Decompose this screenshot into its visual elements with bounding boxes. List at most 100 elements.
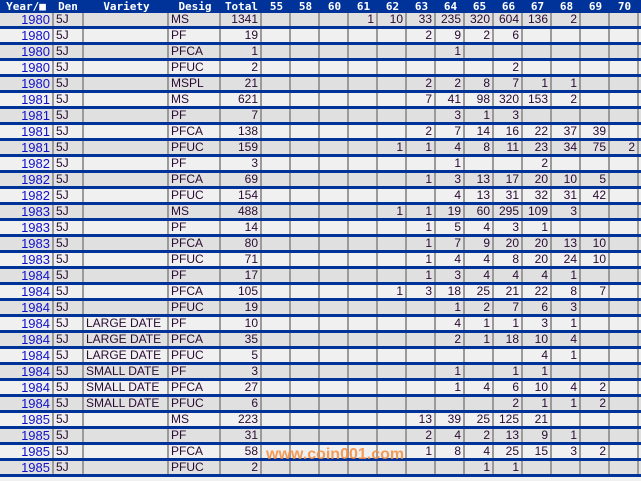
year-link[interactable]: 1984 — [21, 300, 50, 315]
count-cell-66: 125 — [494, 413, 523, 426]
count-cell-55 — [262, 157, 291, 170]
column-header-66[interactable]: 66 — [501, 0, 516, 13]
variety-cell — [84, 189, 169, 202]
year-link[interactable]: 1985 — [21, 412, 50, 427]
year-link[interactable]: 1983 — [21, 252, 50, 267]
year-link[interactable]: 1982 — [21, 172, 50, 187]
total-cell: 58 — [221, 445, 262, 458]
count-cell-65: 1 — [465, 333, 494, 346]
count-cell-61 — [349, 397, 378, 410]
column-header-62[interactable]: 62 — [385, 0, 400, 13]
variety-cell — [84, 141, 169, 154]
column-header-den[interactable]: Den — [58, 0, 78, 13]
year-link[interactable]: 1985 — [21, 444, 50, 459]
count-cell-68: 3 — [552, 301, 581, 314]
year-link[interactable]: 1984 — [21, 332, 50, 347]
year-link[interactable]: 1980 — [21, 60, 50, 75]
year-link[interactable]: 1984 — [21, 284, 50, 299]
column-header-61[interactable]: 61 — [356, 0, 371, 13]
count-cell-66: 13 — [494, 429, 523, 442]
count-cell-67: 1 — [523, 221, 552, 234]
column-header-67[interactable]: 67 — [530, 0, 545, 13]
column-header-64[interactable]: 64 — [443, 0, 458, 13]
count-cell-60 — [320, 77, 349, 90]
column-header-63[interactable]: 63 — [414, 0, 429, 13]
desig-cell: PFUC — [169, 349, 221, 362]
year-link[interactable]: 1980 — [21, 28, 50, 43]
column-header-69[interactable]: 69 — [588, 0, 603, 13]
count-cell-55 — [262, 61, 291, 74]
year-link[interactable]: 1983 — [21, 220, 50, 235]
year-link[interactable]: 1984 — [21, 364, 50, 379]
count-cell-70 — [610, 205, 639, 218]
count-cell-61 — [349, 45, 378, 58]
year-link[interactable]: 1984 — [21, 348, 50, 363]
variety-cell: SMALL DATE — [84, 397, 169, 410]
count-cell-70 — [610, 349, 639, 362]
column-header-58[interactable]: 58 — [298, 0, 313, 13]
year-link[interactable]: 1983 — [21, 204, 50, 219]
year-link[interactable]: 1984 — [21, 268, 50, 283]
count-cell-65: 4 — [465, 445, 494, 458]
count-cell-69: 2 — [581, 381, 610, 394]
count-cell-61 — [349, 205, 378, 218]
year-link[interactable]: 1980 — [21, 12, 50, 27]
count-cell-70 — [610, 397, 639, 410]
column-header-year[interactable]: Year/■ — [6, 0, 46, 13]
variety-cell — [84, 157, 169, 170]
column-header-desig[interactable]: Desig — [178, 0, 212, 13]
count-cell-63: 7 — [407, 93, 436, 106]
count-cell-64: 4 — [436, 253, 465, 266]
den-cell: 5J — [52, 173, 84, 186]
year-link[interactable]: 1981 — [21, 124, 50, 139]
count-cell-61 — [349, 333, 378, 346]
column-header-variety[interactable]: Variety — [103, 0, 150, 13]
count-cell-63: 1 — [407, 221, 436, 234]
year-link[interactable]: 1980 — [21, 76, 50, 91]
count-cell-67: 32 — [523, 189, 552, 202]
count-cell-67: 2 — [523, 157, 552, 170]
count-cell-65: 4 — [465, 221, 494, 234]
year-link[interactable]: 1981 — [21, 108, 50, 123]
column-header-60[interactable]: 60 — [327, 0, 342, 13]
count-cell-55 — [262, 317, 291, 330]
year-link[interactable]: 1985 — [21, 460, 50, 475]
column-header-65[interactable]: 65 — [472, 0, 487, 13]
column-header-total[interactable]: Total — [224, 0, 259, 13]
year-link[interactable]: 1984 — [21, 396, 50, 411]
count-cell-61 — [349, 157, 378, 170]
count-cell-61 — [349, 349, 378, 362]
year-link[interactable]: 1981 — [21, 140, 50, 155]
count-cell-58 — [291, 125, 320, 138]
count-cell-65: 1 — [465, 109, 494, 122]
year-link[interactable]: 1984 — [21, 316, 50, 331]
year-link[interactable]: 1983 — [21, 236, 50, 251]
count-cell-63: 1 — [407, 237, 436, 250]
column-header-70[interactable]: 70 — [617, 0, 632, 13]
count-cell-58 — [291, 29, 320, 42]
count-cell-55 — [262, 173, 291, 186]
year-link[interactable]: 1980 — [21, 44, 50, 59]
count-cell-69: 2 — [581, 397, 610, 410]
variety-cell — [84, 29, 169, 42]
count-cell-58 — [291, 365, 320, 378]
count-cell-60 — [320, 333, 349, 346]
count-cell-65: 2 — [465, 429, 494, 442]
count-cell-69 — [581, 301, 610, 314]
year-link[interactable]: 1984 — [21, 380, 50, 395]
column-header-68[interactable]: 68 — [559, 0, 574, 13]
year-link[interactable]: 1982 — [21, 188, 50, 203]
count-cell-69: 2 — [581, 445, 610, 458]
count-cell-68: 2 — [552, 93, 581, 106]
count-cell-60 — [320, 253, 349, 266]
count-cell-69 — [581, 349, 610, 362]
count-cell-67: 1 — [523, 77, 552, 90]
column-header-55[interactable]: 55 — [269, 0, 284, 13]
count-cell-68 — [552, 61, 581, 74]
year-link[interactable]: 1982 — [21, 156, 50, 171]
year-link[interactable]: 1985 — [21, 428, 50, 443]
desig-cell: PFUC — [169, 61, 221, 74]
count-cell-69 — [581, 221, 610, 234]
count-cell-62 — [378, 45, 407, 58]
year-link[interactable]: 1981 — [21, 92, 50, 107]
